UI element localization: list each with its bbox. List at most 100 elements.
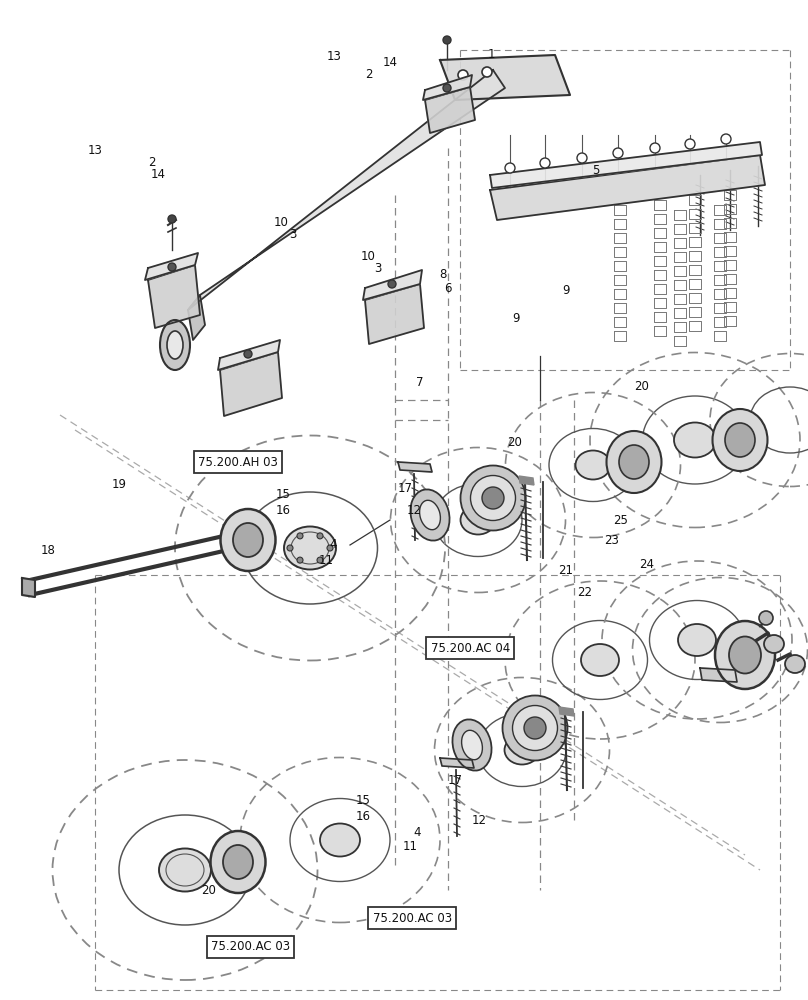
Ellipse shape xyxy=(223,845,253,879)
Text: 9: 9 xyxy=(562,284,570,296)
Polygon shape xyxy=(398,462,432,472)
Circle shape xyxy=(759,611,773,625)
Polygon shape xyxy=(440,55,570,100)
Ellipse shape xyxy=(678,624,716,656)
Ellipse shape xyxy=(581,644,619,676)
Circle shape xyxy=(613,148,623,158)
Polygon shape xyxy=(148,265,200,328)
Text: 5: 5 xyxy=(592,163,600,176)
Text: 9: 9 xyxy=(512,312,520,324)
Circle shape xyxy=(721,134,731,144)
Ellipse shape xyxy=(410,489,449,541)
Text: 12: 12 xyxy=(472,814,486,828)
Circle shape xyxy=(287,545,293,551)
Ellipse shape xyxy=(167,331,183,359)
Text: 17: 17 xyxy=(448,774,462,788)
Circle shape xyxy=(577,153,587,163)
Ellipse shape xyxy=(159,848,211,892)
Polygon shape xyxy=(22,578,35,597)
Ellipse shape xyxy=(785,655,805,673)
Text: 25: 25 xyxy=(613,514,628,526)
Polygon shape xyxy=(700,668,737,682)
Polygon shape xyxy=(188,295,205,340)
Text: 3: 3 xyxy=(374,262,382,275)
Circle shape xyxy=(650,143,660,153)
Text: 15: 15 xyxy=(356,794,370,808)
Ellipse shape xyxy=(284,526,336,570)
Ellipse shape xyxy=(461,506,495,534)
Circle shape xyxy=(297,533,303,539)
Circle shape xyxy=(443,84,451,92)
Ellipse shape xyxy=(211,831,266,893)
Polygon shape xyxy=(220,352,282,416)
Ellipse shape xyxy=(575,450,611,480)
Text: 75.200.AC 03: 75.200.AC 03 xyxy=(211,940,290,954)
Circle shape xyxy=(388,280,396,288)
Text: 18: 18 xyxy=(40,544,55,556)
Ellipse shape xyxy=(160,320,190,370)
Ellipse shape xyxy=(503,696,567,760)
Circle shape xyxy=(168,215,176,223)
Ellipse shape xyxy=(452,719,491,771)
Text: 24: 24 xyxy=(639,558,654,572)
Text: 21: 21 xyxy=(558,564,573,576)
Text: 4: 4 xyxy=(413,826,421,838)
Text: 4: 4 xyxy=(329,538,337,552)
Text: 2: 2 xyxy=(365,68,373,82)
Text: 16: 16 xyxy=(356,810,370,824)
Circle shape xyxy=(540,158,550,168)
Polygon shape xyxy=(363,270,422,300)
Circle shape xyxy=(505,163,515,173)
Ellipse shape xyxy=(764,635,784,653)
Circle shape xyxy=(317,557,323,563)
Polygon shape xyxy=(490,142,762,188)
Text: 23: 23 xyxy=(604,534,619,546)
Ellipse shape xyxy=(674,422,716,458)
Ellipse shape xyxy=(729,637,761,674)
Ellipse shape xyxy=(715,621,775,689)
Ellipse shape xyxy=(482,487,504,509)
Text: 22: 22 xyxy=(578,586,592,599)
Polygon shape xyxy=(365,284,424,344)
Polygon shape xyxy=(218,340,280,370)
Ellipse shape xyxy=(512,706,558,750)
Text: 20: 20 xyxy=(201,884,216,896)
Text: 10: 10 xyxy=(274,216,288,229)
Text: 13: 13 xyxy=(88,143,103,156)
Ellipse shape xyxy=(320,824,360,856)
Polygon shape xyxy=(440,758,474,768)
Ellipse shape xyxy=(419,500,440,530)
Polygon shape xyxy=(425,87,475,133)
Polygon shape xyxy=(423,75,472,100)
Circle shape xyxy=(317,533,323,539)
Circle shape xyxy=(482,67,492,77)
Ellipse shape xyxy=(470,476,516,520)
Circle shape xyxy=(458,70,468,80)
Text: 12: 12 xyxy=(407,504,422,518)
Text: 15: 15 xyxy=(276,488,290,500)
Text: 75.200.AH 03: 75.200.AH 03 xyxy=(199,456,278,468)
Text: 14: 14 xyxy=(151,168,166,182)
Text: 10: 10 xyxy=(360,250,375,263)
Text: 75.200.AC 04: 75.200.AC 04 xyxy=(431,642,510,654)
Polygon shape xyxy=(519,476,534,485)
Ellipse shape xyxy=(233,523,263,557)
Circle shape xyxy=(244,350,252,358)
Ellipse shape xyxy=(461,466,525,530)
Ellipse shape xyxy=(607,431,662,493)
Text: 20: 20 xyxy=(634,379,649,392)
Circle shape xyxy=(327,545,333,551)
Text: 6: 6 xyxy=(444,282,452,296)
Text: 13: 13 xyxy=(326,49,341,62)
Ellipse shape xyxy=(713,409,768,471)
Text: 75.200.AC 03: 75.200.AC 03 xyxy=(372,912,452,924)
Text: 19: 19 xyxy=(112,479,127,491)
Text: 17: 17 xyxy=(398,482,413,494)
Ellipse shape xyxy=(221,509,276,571)
Text: 7: 7 xyxy=(415,375,423,388)
Polygon shape xyxy=(145,253,198,280)
Circle shape xyxy=(443,36,451,44)
Text: 14: 14 xyxy=(383,56,398,70)
Ellipse shape xyxy=(461,730,482,760)
Text: 11: 11 xyxy=(403,840,418,854)
